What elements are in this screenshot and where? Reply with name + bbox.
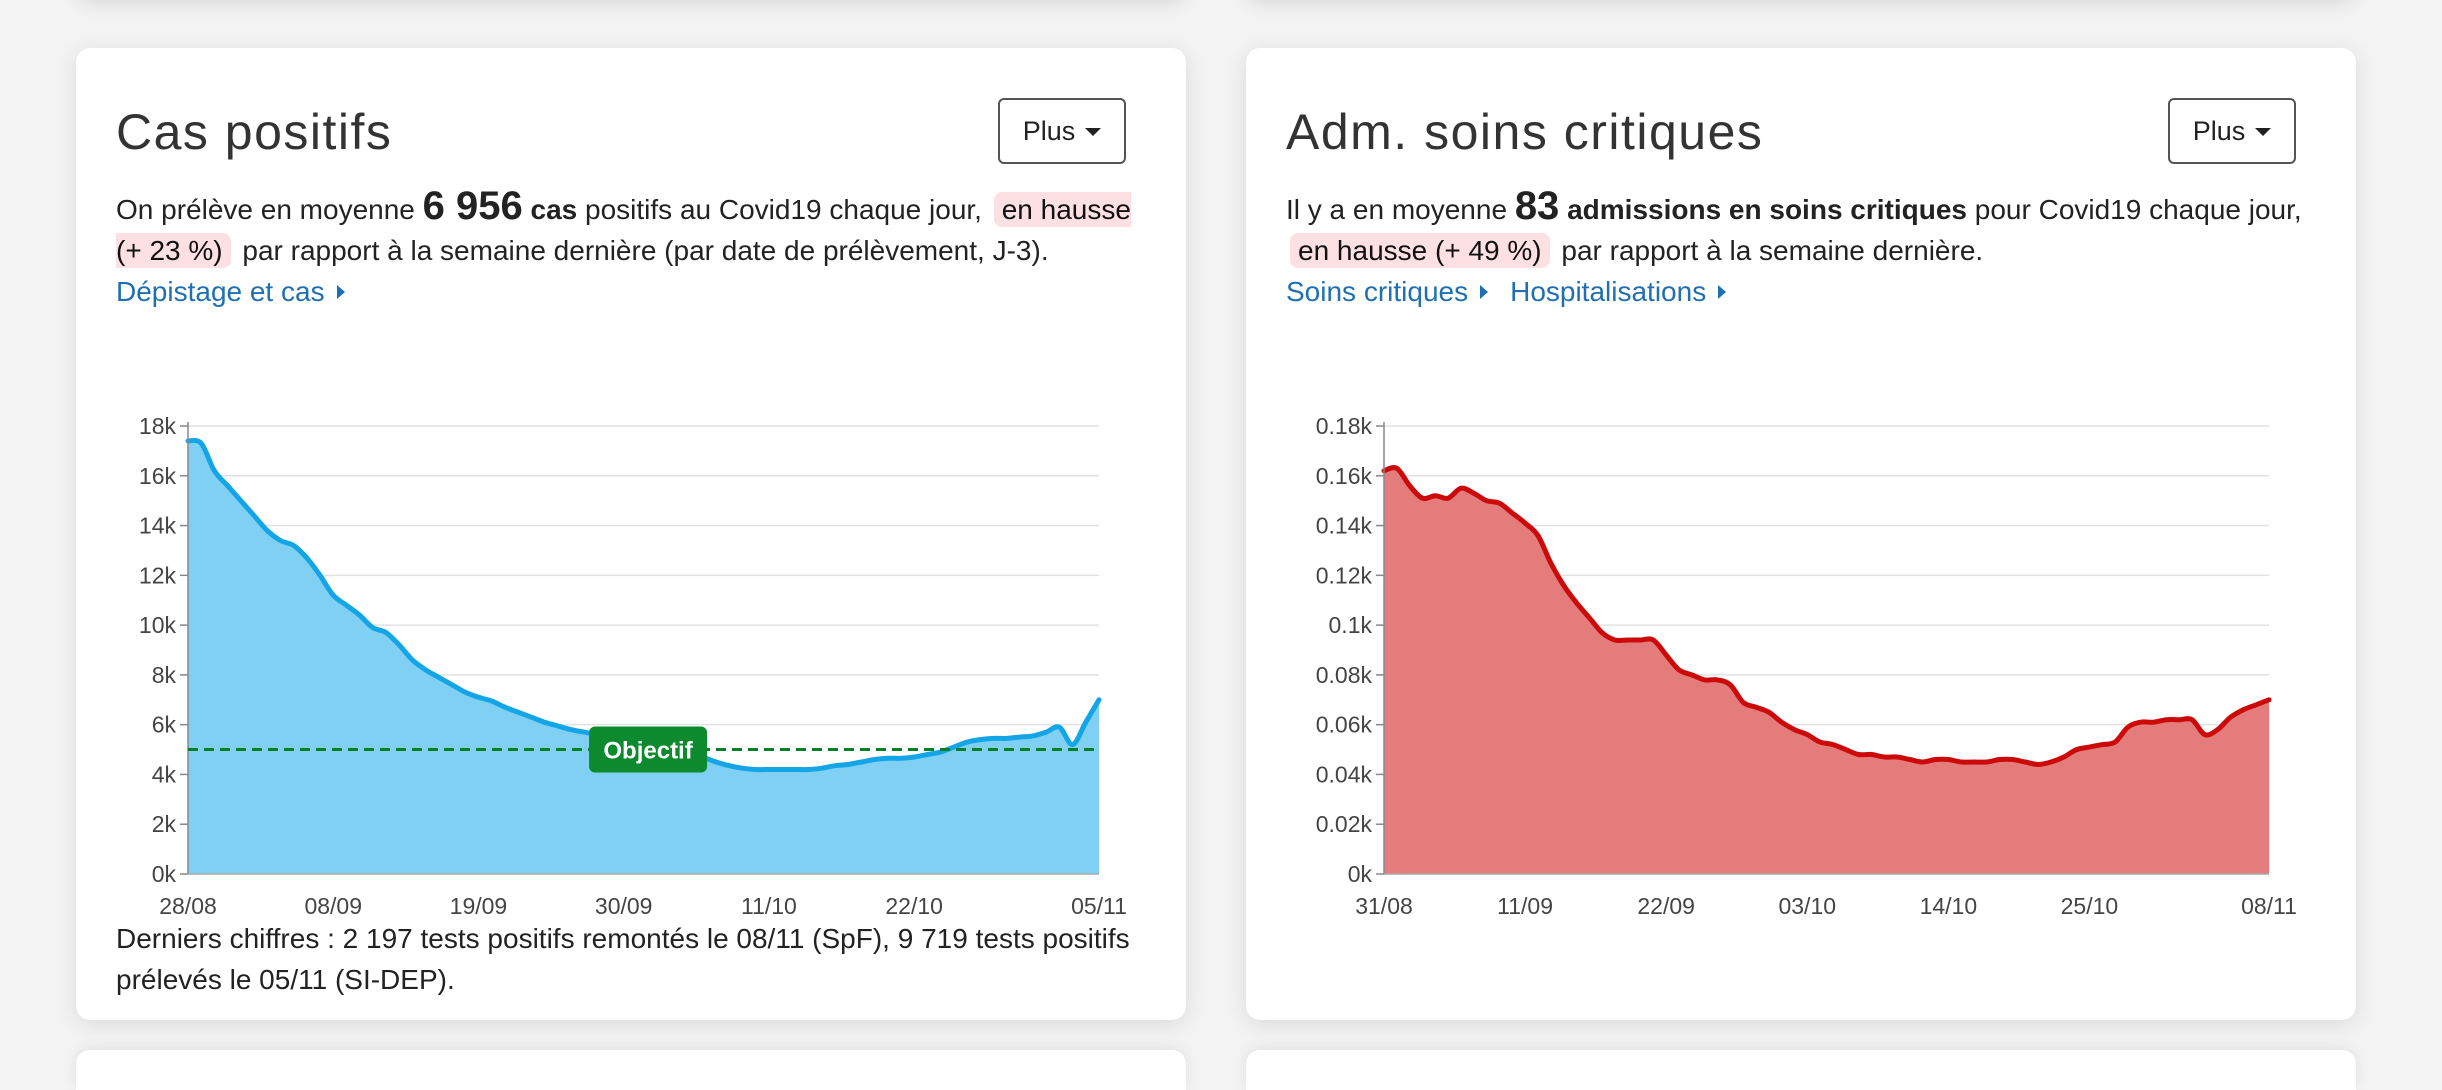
- x-tick-label: 25/10: [2061, 893, 2119, 918]
- x-tick-label: 22/09: [1637, 893, 1695, 918]
- y-tick-label: 4k: [152, 761, 177, 787]
- desc-middle: pour Covid19 chaque jour,: [1967, 194, 2302, 225]
- y-tick-label: 0.06k: [1316, 712, 1373, 738]
- card-soins-critiques: Adm. soins critiques Plus Il y a en moye…: [1246, 48, 2356, 1020]
- average-value: 6 956: [422, 184, 523, 228]
- y-tick-label: 6k: [152, 712, 177, 738]
- critical-care-chart: 0k 0.02k 0.04k 0.06k 0.08k 0.1k 0.12k 0.14k 0.16…: [1316, 413, 2297, 918]
- y-tick-label: 0.04k: [1316, 761, 1373, 787]
- y-tick-label: 18k: [139, 413, 177, 439]
- area-fill: [1384, 467, 2269, 874]
- x-tick-label: 28/08: [159, 893, 217, 918]
- y-tick-label: 0.02k: [1316, 811, 1373, 837]
- latest-figures-footer: Derniers chiffres : 2 197 tests positifs…: [116, 923, 1130, 995]
- caret-right-icon: [336, 285, 345, 300]
- desc-prefix: On prélève en moyenne: [116, 194, 423, 225]
- y-tick-label: 0.12k: [1316, 562, 1373, 588]
- area-fill: [188, 440, 1099, 874]
- link-label: Dépistage et cas: [116, 276, 325, 307]
- card-description: On prélève en moyenne 6 956 cas positifs…: [116, 186, 1146, 312]
- card-title: Cas positifs: [116, 104, 393, 160]
- link-label: Hospitalisations: [1510, 276, 1707, 307]
- x-tick-label: 05/11: [1071, 893, 1127, 918]
- series-line: [1381, 465, 2272, 767]
- x-tick-label: 11/10: [741, 893, 797, 918]
- more-button-label: Plus: [2192, 115, 2246, 146]
- x-tick-label: 19/09: [450, 893, 508, 918]
- card-title: Adm. soins critiques: [1286, 104, 1764, 160]
- y-tick-label: 0.16k: [1316, 463, 1373, 489]
- trend-badge: en hausse (+ 49 %): [1290, 233, 1550, 268]
- y-tick-label: 12k: [139, 562, 177, 588]
- x-tick-label: 31/08: [1355, 893, 1413, 918]
- average-value: 83: [1514, 184, 1560, 228]
- caret-down-icon: [1085, 128, 1102, 136]
- caret-right-icon: [1480, 285, 1489, 300]
- card-cas-positifs: Cas positifs Plus On prélève en moyenne …: [76, 48, 1186, 1020]
- objective-badge: [589, 726, 708, 773]
- more-dropdown-button[interactable]: Plus: [998, 98, 1126, 164]
- y-tick-label: 0k: [152, 861, 177, 887]
- x-tick-label: 08/11: [2241, 893, 2297, 918]
- x-tick-label: 03/10: [1778, 893, 1836, 918]
- y-tick-label: 0k: [1348, 861, 1373, 887]
- positive-cases-chart: 0k 2k 4k 6k 8k 10k 12k 14k 16k 18k 28/08 08/09 19/09…: [139, 413, 1127, 918]
- more-button-label: Plus: [1022, 115, 1076, 146]
- x-tick-label: 11/09: [1497, 893, 1553, 918]
- link-soins-critiques[interactable]: Soins critiques: [1286, 276, 1489, 307]
- desc-middle: positifs au Covid19 chaque jour,: [577, 194, 990, 225]
- card-description: Il y a en moyenne 83 admissions en soins…: [1286, 186, 2316, 312]
- y-tick-label: 0.18k: [1316, 413, 1373, 439]
- desc-suffix: par rapport à la semaine dernière (par d…: [234, 235, 1049, 266]
- y-tick-label: 2k: [152, 811, 177, 837]
- card-below-left: [76, 1050, 1186, 1090]
- objective-label: Objectif: [603, 738, 693, 765]
- x-tick-label: 14/10: [1920, 893, 1978, 918]
- link-hospitalisations[interactable]: Hospitalisations: [1510, 276, 1727, 307]
- y-tick-label: 16k: [139, 463, 177, 489]
- y-tick-label: 14k: [139, 513, 177, 539]
- y-tick-label: 0.1k: [1329, 612, 1373, 638]
- desc-prefix: Il y a en moyenne: [1286, 194, 1515, 225]
- link-label: Soins critiques: [1286, 276, 1469, 307]
- caret-down-icon: [2255, 128, 2272, 136]
- x-tick-label: 30/09: [595, 893, 653, 918]
- y-tick-label: 10k: [139, 612, 177, 638]
- x-tick-label: 22/10: [885, 893, 943, 918]
- y-tick-label: 0.08k: [1316, 662, 1373, 688]
- y-tick-label: 8k: [152, 662, 177, 688]
- average-unit: admissions en soins critiques: [1559, 194, 1967, 225]
- desc-suffix: par rapport à la semaine dernière.: [1553, 235, 1984, 266]
- link-depistage-et-cas[interactable]: Dépistage et cas: [116, 276, 345, 307]
- x-tick-label: 08/09: [304, 893, 362, 918]
- average-unit: cas: [522, 194, 578, 225]
- caret-right-icon: [1718, 285, 1727, 300]
- card-below-right: [1246, 1050, 2356, 1090]
- y-tick-label: 0.14k: [1316, 513, 1373, 539]
- more-dropdown-button[interactable]: Plus: [2168, 98, 2296, 164]
